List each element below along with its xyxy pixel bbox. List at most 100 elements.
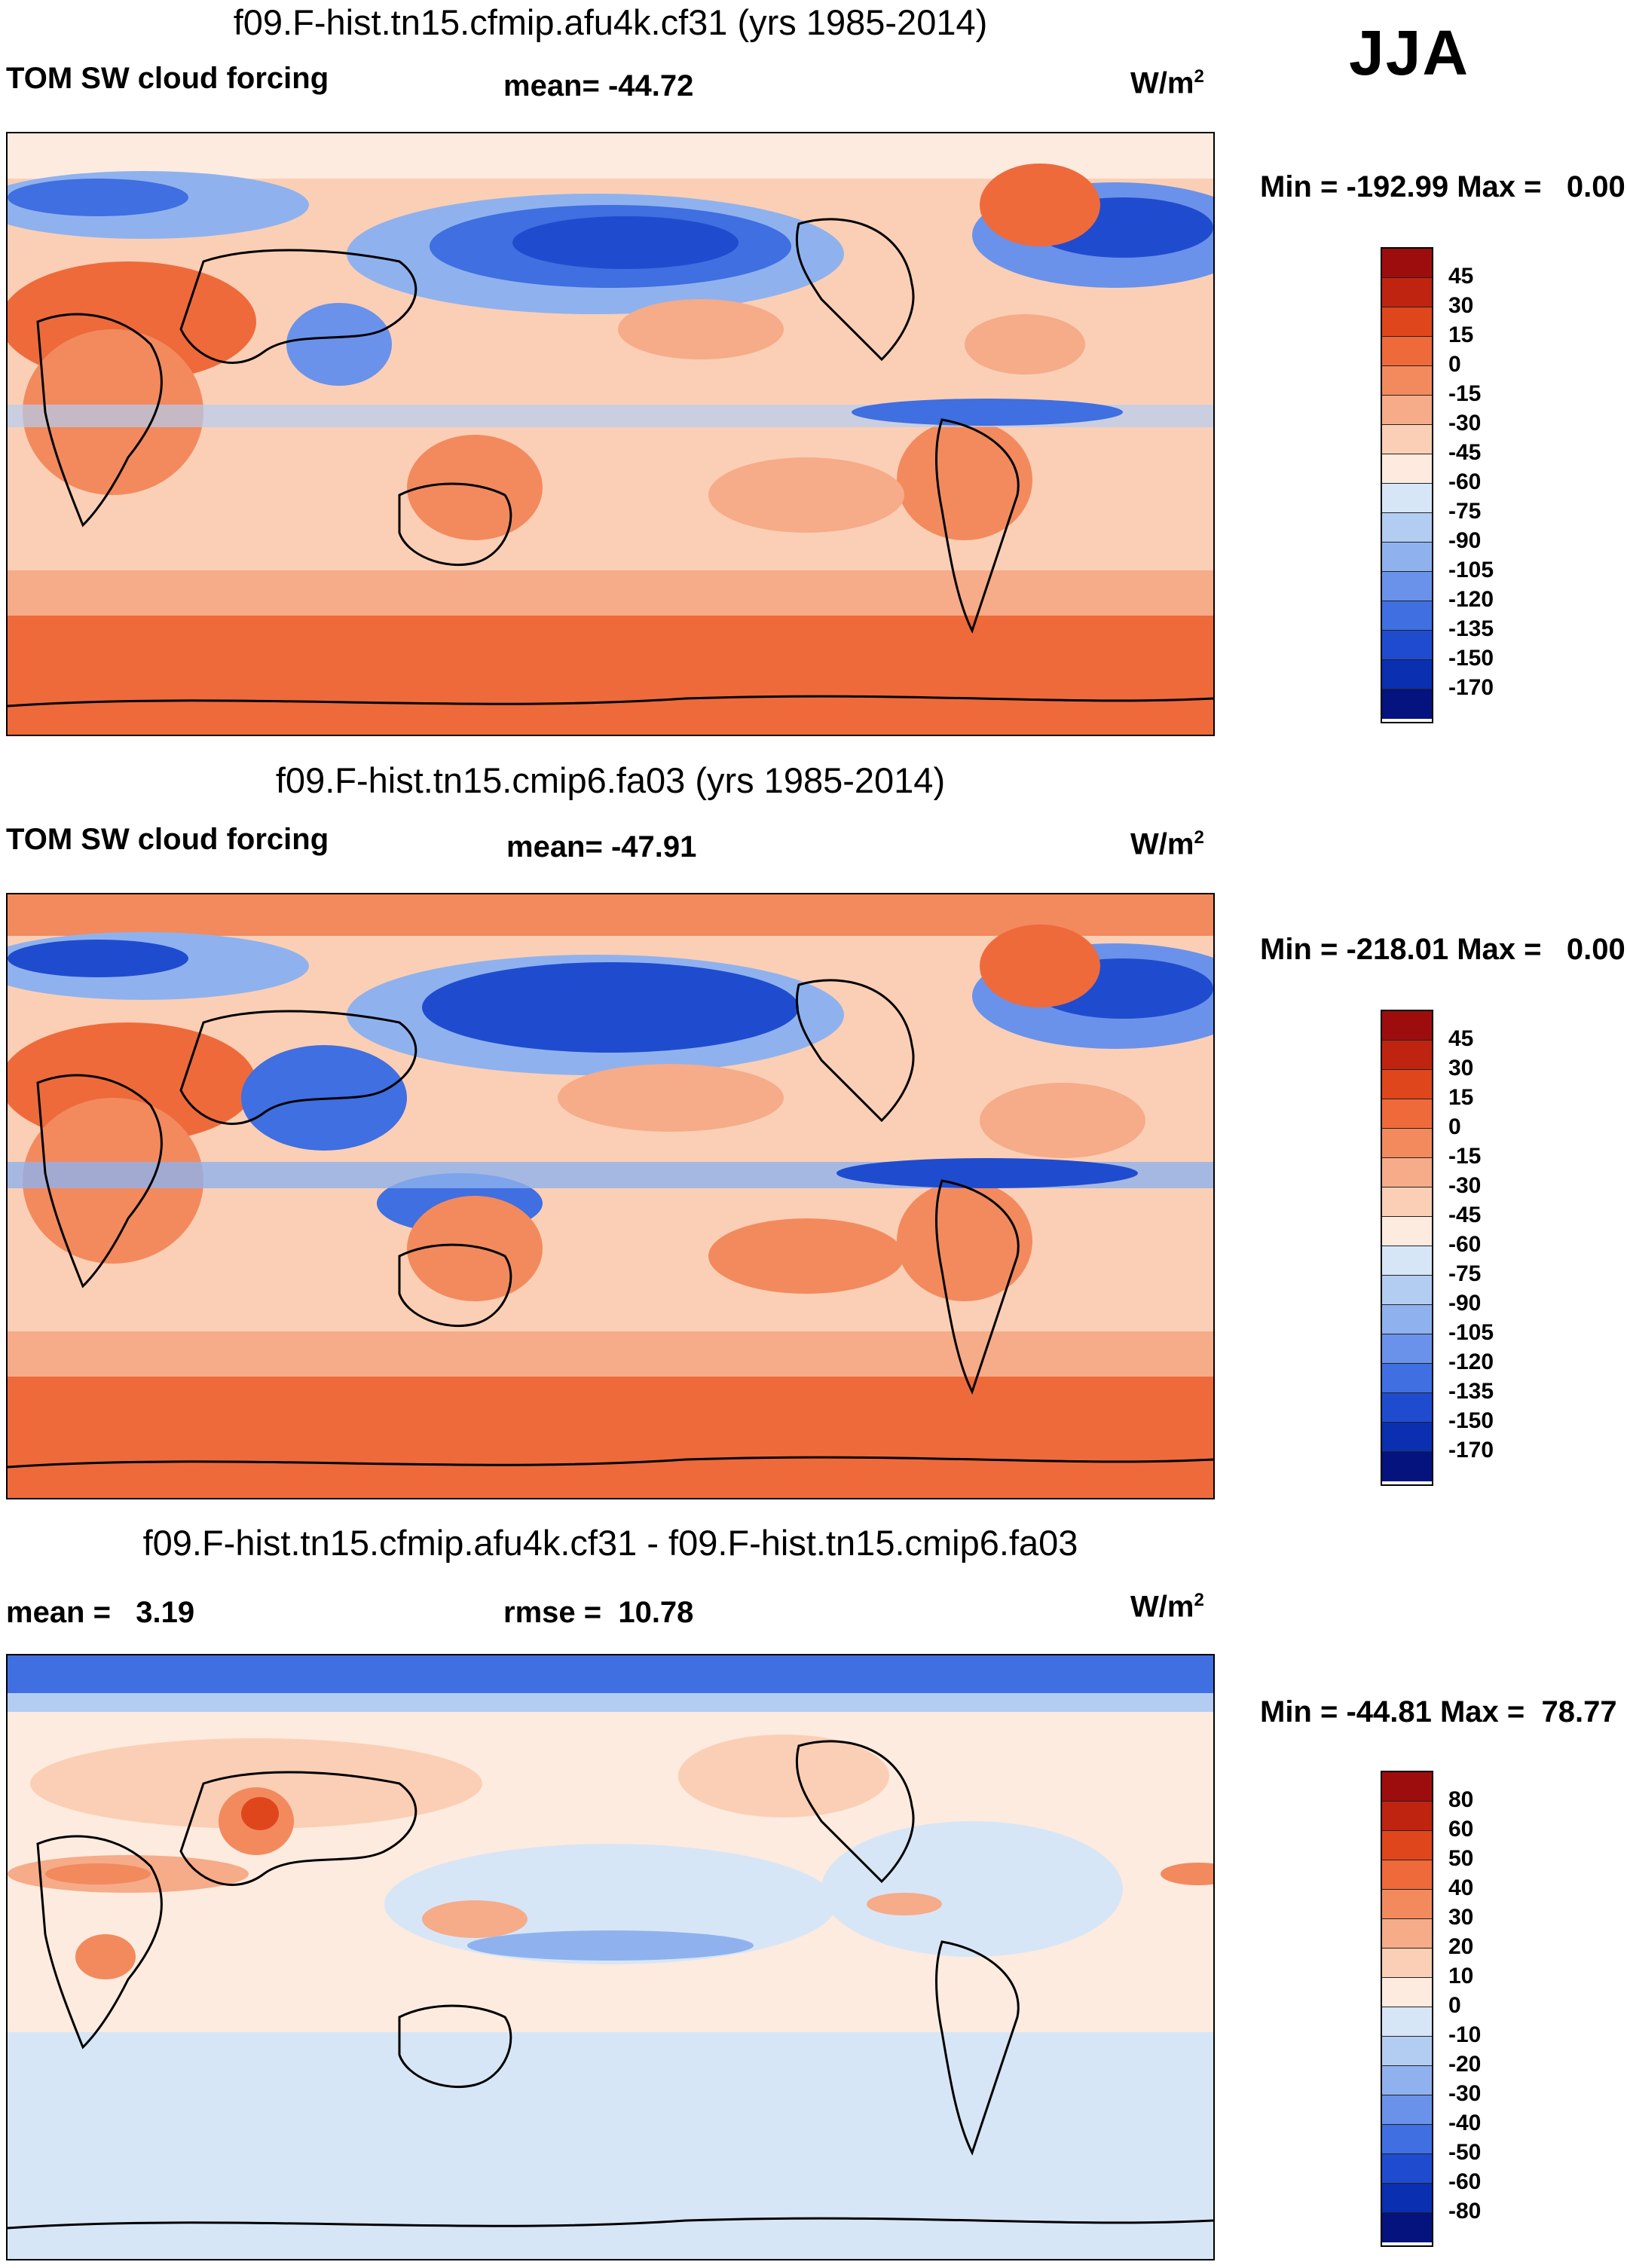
panel1-tick: 0	[1448, 352, 1461, 377]
panel2-colorbar-bin	[1382, 1011, 1432, 1041]
panel3-colorbar	[1381, 1771, 1433, 2247]
panel3-rmse-label: rmse = 10.78	[503, 1596, 694, 1629]
panel3-tick: -60	[1448, 2169, 1482, 2194]
panel3-tick: 50	[1448, 1846, 1474, 1871]
panel1-tick: 45	[1448, 264, 1474, 289]
panel3-tick: -20	[1448, 2052, 1482, 2077]
panel3-map-field	[8, 1655, 1213, 2259]
panel1-tick: 30	[1448, 293, 1474, 318]
panel3-colorbar-bin	[1382, 1978, 1432, 2007]
panel1-mean-label: mean= -44.72	[503, 69, 694, 102]
panel3-colorbar-bin	[1382, 2066, 1432, 2095]
panel3-map	[6, 1654, 1215, 2260]
panel1-colorbar-bin	[1382, 366, 1432, 396]
panel3-colorbar-bin	[1382, 2184, 1432, 2213]
panel2-minmax: Min = -218.01 Max = 0.00	[1260, 933, 1625, 966]
panel2-colorbar-bin	[1382, 1305, 1432, 1334]
panel2-colorbar	[1381, 1010, 1433, 1486]
panel1-tick: -150	[1448, 646, 1494, 671]
panel1-tick: -30	[1448, 411, 1482, 436]
panel3-colorbar-bin	[1382, 1919, 1432, 1949]
panel2-units: W/m2	[1130, 827, 1204, 861]
panel3-colorbar-bin	[1382, 2213, 1432, 2242]
panel2-colorbar-bin	[1382, 1452, 1432, 1481]
panel2-colorbar-bin	[1382, 1217, 1432, 1246]
panel2-colorbar-bin	[1382, 1246, 1432, 1276]
panel1-colorbar-bin	[1382, 249, 1432, 278]
panel2-colorbar-bin	[1382, 1099, 1432, 1129]
panel3-colorbar-bin	[1382, 2125, 1432, 2154]
panel3-tick: 60	[1448, 1817, 1474, 1842]
panel3-tick: 20	[1448, 1934, 1474, 1959]
panel2-tick: 45	[1448, 1026, 1474, 1051]
panel3-units: W/m2	[1130, 1590, 1204, 1624]
panel1-colorbar-bin	[1382, 543, 1432, 572]
panel1-tick: -170	[1448, 675, 1494, 700]
panel3-tick: 0	[1448, 1993, 1461, 2018]
panel2-colorbar-bin	[1382, 1423, 1432, 1452]
panel1-tick: -75	[1448, 499, 1482, 524]
panel1-colorbar-bin	[1382, 307, 1432, 337]
panel2-tick: -135	[1448, 1379, 1494, 1404]
panel2-colorbar-bin	[1382, 1393, 1432, 1423]
panel1-tick: -90	[1448, 528, 1482, 553]
panel1-colorbar-bin	[1382, 631, 1432, 660]
panel2-colorbar-bin	[1382, 1187, 1432, 1217]
panel2-tick: -30	[1448, 1173, 1482, 1198]
panel2-colorbar-bin	[1382, 1070, 1432, 1099]
panel2-tick: 15	[1448, 1085, 1474, 1110]
panel2-map-field	[8, 894, 1213, 1498]
panel1-colorbar-bin	[1382, 484, 1432, 513]
panel1-left-label: TOM SW cloud forcing	[6, 62, 329, 95]
panel1-colorbar-bin	[1382, 513, 1432, 543]
panel2-colorbar-bin	[1382, 1158, 1432, 1187]
panel3-colorbar-bin	[1382, 1831, 1432, 1860]
panel1-colorbar-bin	[1382, 425, 1432, 454]
panel1-colorbar-bin	[1382, 601, 1432, 631]
panel1-colorbar-bin	[1382, 660, 1432, 689]
panel1-tick: -60	[1448, 469, 1482, 494]
panel2-colorbar-bin	[1382, 1276, 1432, 1305]
panel2-mean-label: mean= -47.91	[506, 830, 697, 863]
panel2-tick: 0	[1448, 1114, 1461, 1139]
panel3-colorbar-bin	[1382, 1802, 1432, 1831]
panel2-tick: -15	[1448, 1144, 1482, 1169]
panel1-colorbar-bin	[1382, 454, 1432, 484]
panel1-units: W/m2	[1130, 66, 1204, 100]
panel1-colorbar-bin	[1382, 337, 1432, 366]
panel1-tick: 15	[1448, 322, 1474, 347]
panel3-tick: -40	[1448, 2111, 1482, 2135]
panel2-left-label: TOM SW cloud forcing	[6, 823, 329, 856]
panel2-tick: -105	[1448, 1320, 1494, 1345]
panel3-colorbar-bin	[1382, 2007, 1432, 2037]
panel1-tick: -120	[1448, 587, 1494, 612]
panel2-tick: -75	[1448, 1261, 1482, 1286]
panel3-tick: 80	[1448, 1787, 1474, 1812]
panel2-tick: -150	[1448, 1408, 1494, 1433]
panel1-tick: -45	[1448, 440, 1482, 465]
panel1-colorbar-bin	[1382, 278, 1432, 307]
panel1-tick: -105	[1448, 558, 1494, 582]
panel3-tick: -50	[1448, 2140, 1482, 2165]
panel3-colorbar-bin	[1382, 2037, 1432, 2066]
panel3-minmax: Min = -44.81 Max = 78.77	[1260, 1695, 1617, 1729]
panel3-title: f09.F-hist.tn15.cfmip.afu4k.cf31 - f09.F…	[142, 1523, 1078, 1563]
panel2-title: f09.F-hist.tn15.cmip6.fa03 (yrs 1985-201…	[275, 760, 946, 800]
panel2-tick: -170	[1448, 1438, 1494, 1463]
panel3-tick: -80	[1448, 2199, 1482, 2224]
panel1-map	[6, 132, 1215, 736]
panel3-tick: -30	[1448, 2081, 1482, 2106]
panel3-colorbar-bin	[1382, 1772, 1432, 1802]
panel3-tick: 30	[1448, 1905, 1474, 1930]
panel2-tick: 30	[1448, 1056, 1474, 1081]
season-label: JJA	[1349, 17, 1470, 88]
panel1-tick: -15	[1448, 381, 1482, 406]
panel3-tick: -10	[1448, 2022, 1482, 2047]
panel2-tick: -60	[1448, 1232, 1482, 1257]
panel1-map-field	[8, 133, 1213, 735]
panel2-tick: -90	[1448, 1291, 1482, 1316]
panel2-colorbar-bin	[1382, 1364, 1432, 1393]
panel1-minmax: Min = -192.99 Max = 0.00	[1260, 170, 1625, 203]
panel1-colorbar-bin	[1382, 572, 1432, 601]
panel2-colorbar-bin	[1382, 1334, 1432, 1364]
